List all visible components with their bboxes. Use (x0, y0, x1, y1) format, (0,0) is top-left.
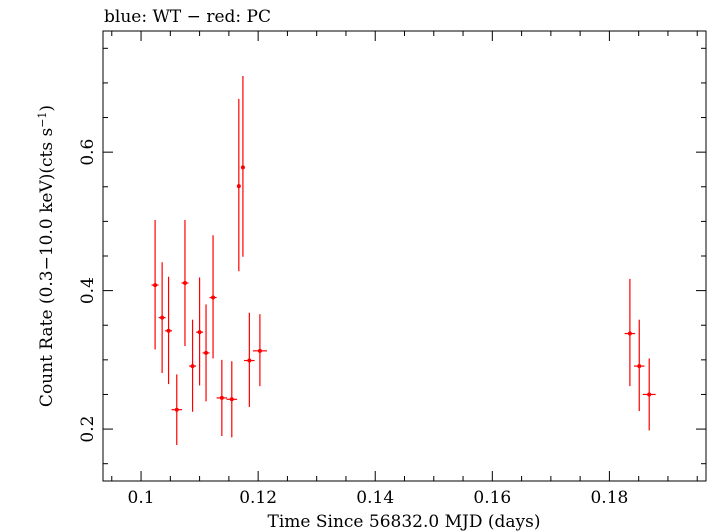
chart-title: blue: WT − red: PC (104, 7, 271, 27)
x-tick-label: 0.12 (239, 488, 277, 508)
data-point (181, 220, 189, 346)
point-marker (204, 350, 209, 355)
data-point (216, 359, 228, 436)
x-tick-label: 0.18 (590, 488, 628, 508)
point-marker (236, 184, 241, 189)
x-axis: 0.1 0.12 0.14 0.16 0.18 (111, 31, 698, 508)
data-series (151, 76, 656, 445)
y-tick-label: 0.2 (78, 416, 98, 443)
x-tick-label: 0.1 (128, 488, 155, 508)
data-point (244, 312, 255, 407)
y-axis-label: Count Rate (0.3−10.0 keV)(cts s−1) (36, 105, 57, 407)
data-point (240, 76, 245, 257)
point-marker (257, 348, 262, 353)
point-marker (197, 330, 202, 335)
point-marker (166, 328, 171, 333)
data-point (189, 319, 197, 412)
data-point (624, 278, 636, 387)
data-point (165, 276, 173, 385)
point-marker (229, 397, 234, 402)
y-axis-label-close: ) (37, 105, 57, 112)
data-point (252, 314, 267, 387)
data-point (226, 361, 238, 438)
plot-frame (102, 30, 707, 482)
x-axis-label: Time Since 56832.0 MJD (days) (268, 512, 541, 532)
point-marker (247, 358, 252, 363)
x-tick-label: 0.16 (473, 488, 511, 508)
point-marker (153, 283, 158, 288)
data-point (642, 358, 656, 431)
data-point (209, 235, 217, 359)
point-marker (240, 165, 245, 170)
point-marker (219, 395, 224, 400)
y-tick-label: 0.6 (78, 139, 98, 166)
point-marker (190, 364, 195, 369)
point-marker (174, 407, 179, 412)
data-point (236, 98, 241, 272)
data-point (151, 220, 159, 350)
y-axis-label-exponent: −1 (36, 112, 49, 128)
point-marker (211, 295, 216, 300)
point-marker (647, 392, 652, 397)
point-marker (637, 364, 642, 369)
y-axis: 0.2 0.4 0.6 (78, 47, 706, 465)
point-marker (160, 315, 165, 320)
data-point (158, 262, 166, 373)
y-axis-label-main: Count Rate (0.3−10.0 keV)(cts s (37, 128, 57, 407)
data-point (633, 319, 645, 412)
y-tick-label: 0.4 (78, 277, 98, 304)
data-point (202, 304, 210, 402)
data-point (171, 374, 183, 445)
point-marker (182, 281, 187, 285)
x-tick-label: 0.14 (356, 488, 394, 508)
data-point (196, 277, 204, 386)
point-marker (627, 331, 632, 336)
